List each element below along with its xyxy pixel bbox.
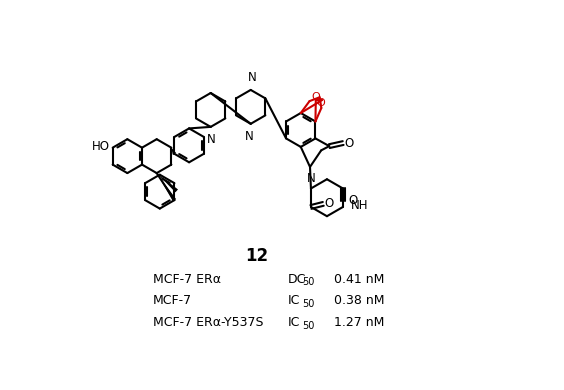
Text: 0.41 nM: 0.41 nM [334, 273, 384, 286]
Text: NH: NH [351, 199, 368, 212]
Text: 1.27 nM: 1.27 nM [334, 316, 384, 329]
Text: 50: 50 [302, 321, 315, 331]
Polygon shape [157, 173, 178, 192]
Text: N: N [306, 172, 315, 185]
Text: 0.38 nM: 0.38 nM [334, 294, 384, 307]
Polygon shape [171, 148, 176, 155]
Text: MCF-7 ERα-Y537S: MCF-7 ERα-Y537S [153, 316, 263, 329]
Text: MCF-7: MCF-7 [153, 294, 192, 307]
Text: IC: IC [288, 294, 300, 307]
Text: DC: DC [288, 273, 306, 286]
Text: O: O [349, 194, 358, 207]
Text: MCF-7 ERα: MCF-7 ERα [153, 273, 221, 286]
Text: 50: 50 [302, 277, 315, 287]
Text: O: O [311, 92, 320, 102]
Text: O: O [316, 98, 325, 108]
Text: N: N [207, 133, 216, 146]
Text: IC: IC [288, 316, 300, 329]
Text: 50: 50 [302, 299, 315, 309]
Text: HO: HO [91, 140, 109, 152]
Text: O: O [344, 136, 353, 149]
Text: 12: 12 [245, 247, 268, 265]
Polygon shape [157, 173, 176, 201]
Text: O: O [324, 197, 333, 210]
Text: N: N [245, 130, 254, 143]
Text: N: N [248, 71, 257, 84]
